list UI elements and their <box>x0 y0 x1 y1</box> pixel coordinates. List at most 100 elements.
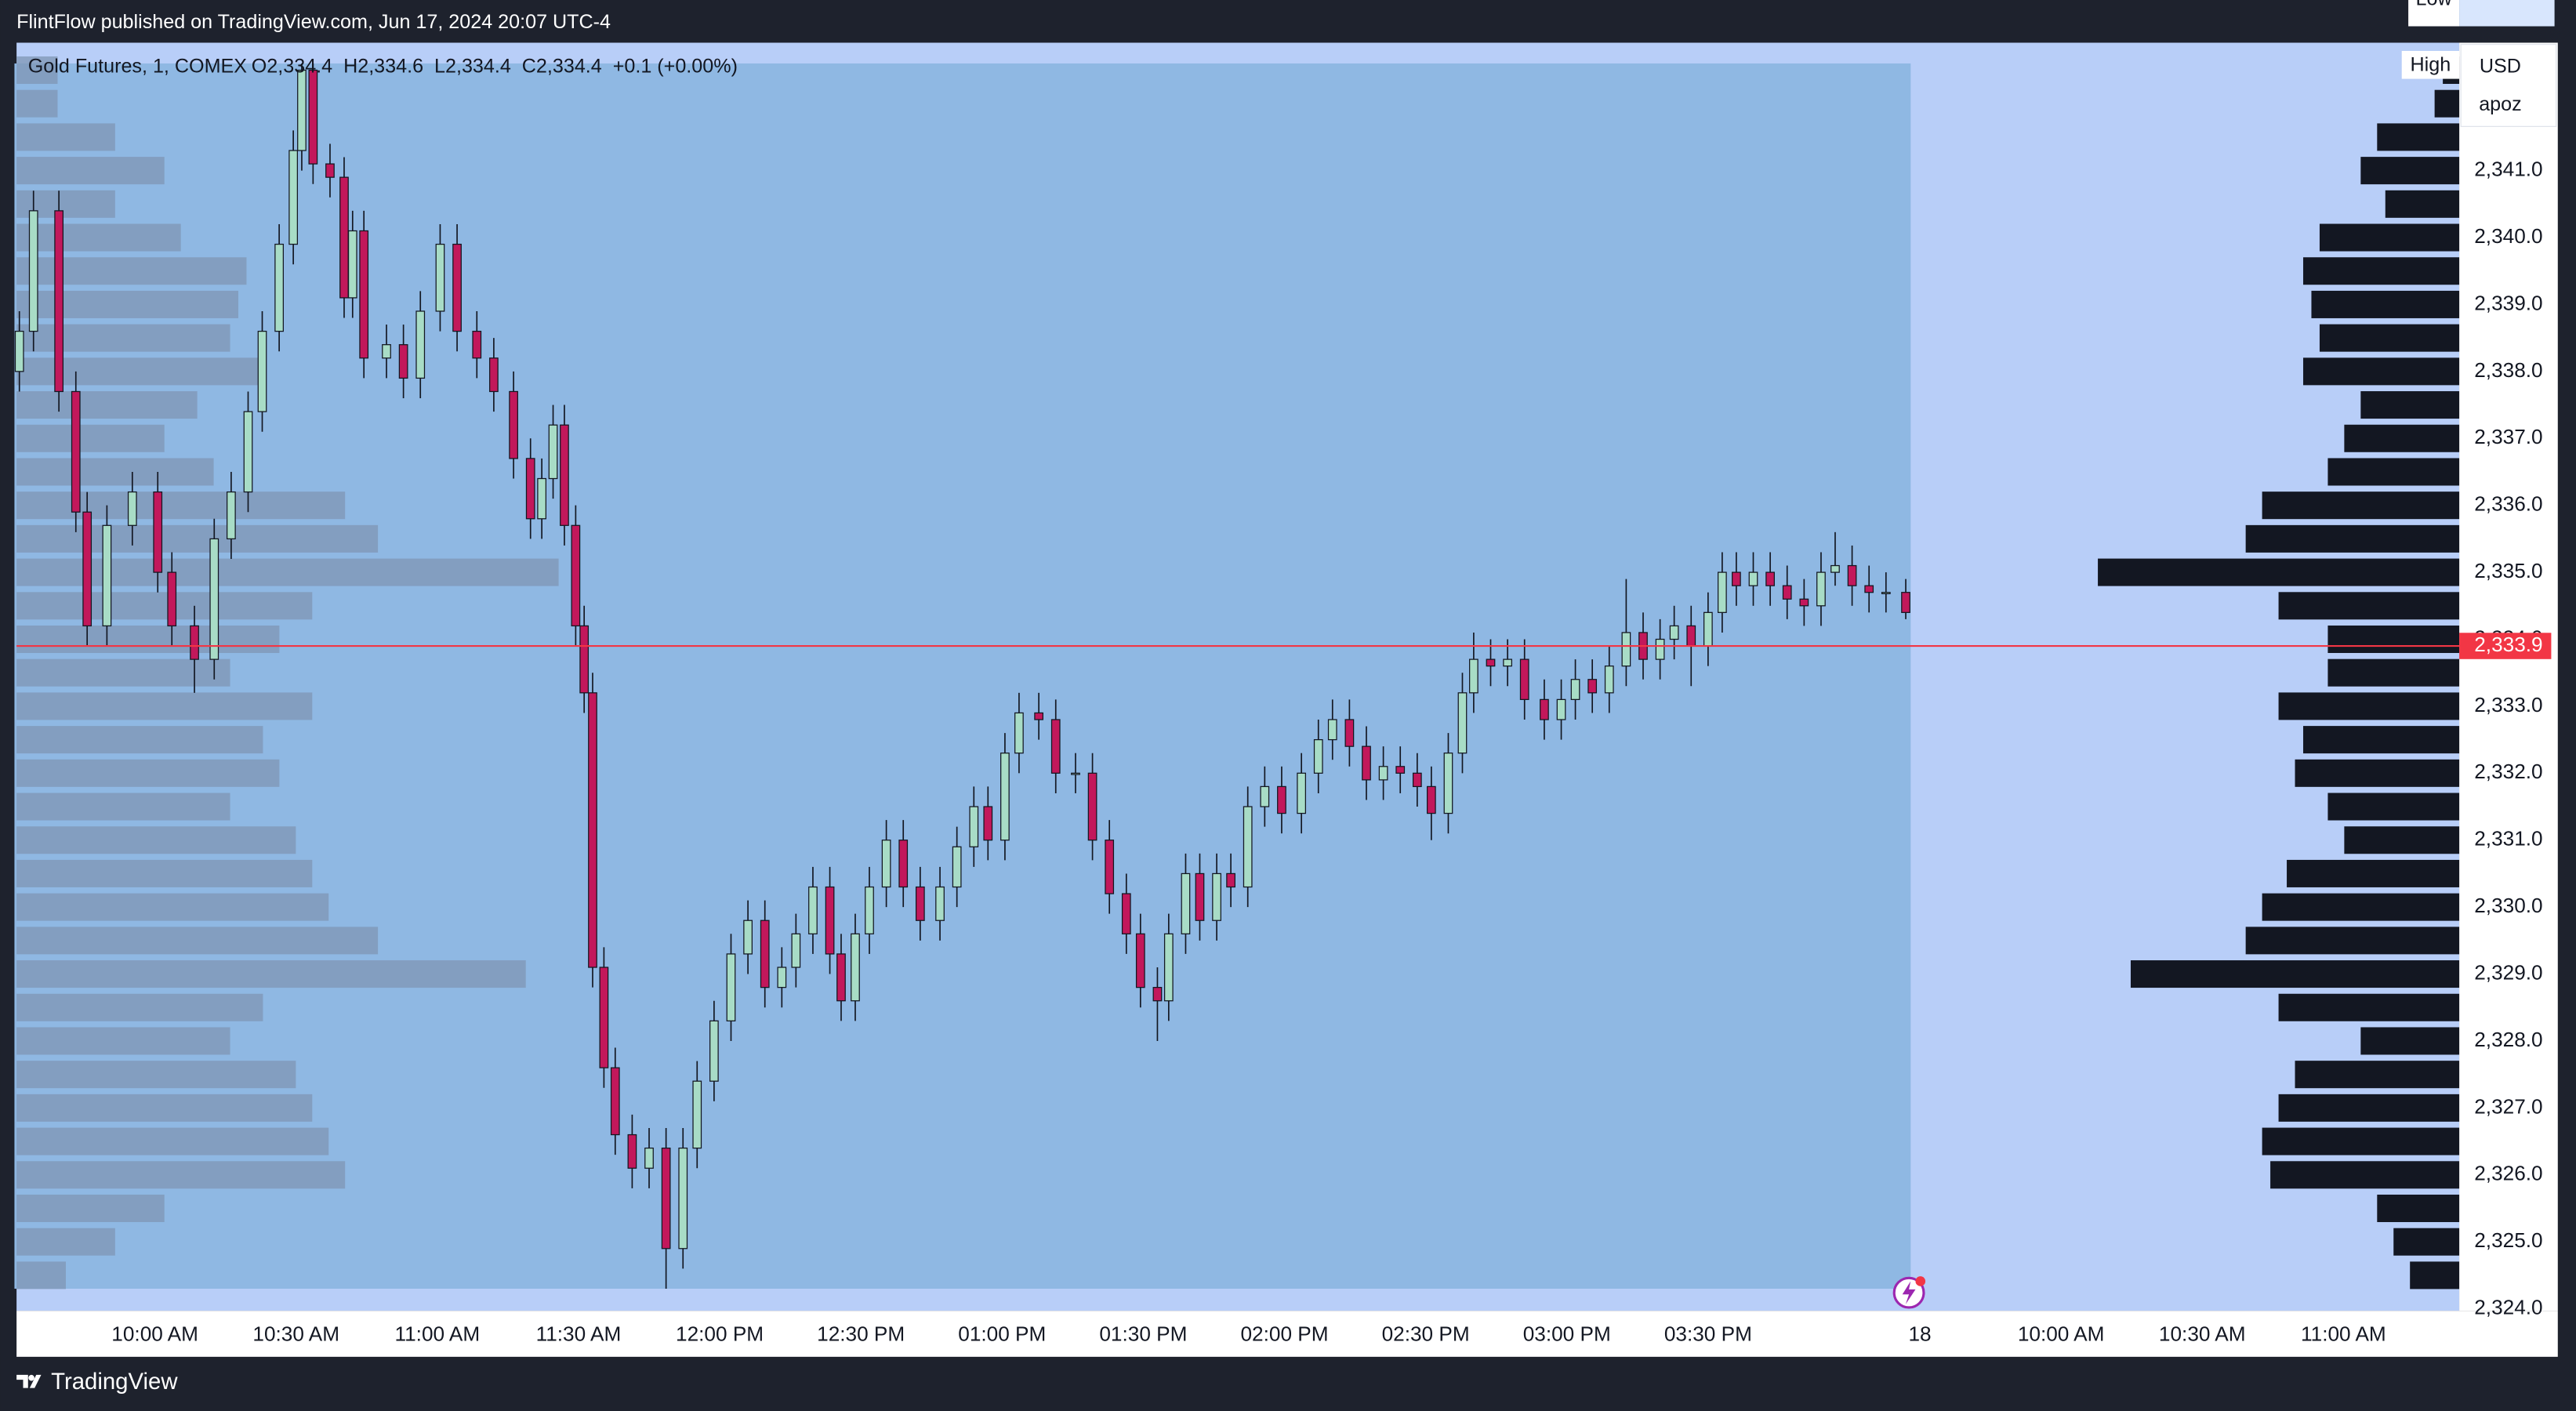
candle-body <box>865 886 874 934</box>
volume-profile-bar <box>2344 826 2460 854</box>
y-tick-label: 2,336.0 <box>2474 492 2542 516</box>
y-tick-label: 2,333.0 <box>2474 693 2542 716</box>
candle-body <box>692 1080 702 1149</box>
candle-body <box>1556 698 1566 720</box>
candle-body <box>102 524 112 627</box>
candle-body <box>297 69 307 151</box>
candle-body <box>1748 571 1758 586</box>
candle-body <box>452 243 462 332</box>
volume-profile-bar <box>16 1027 230 1055</box>
x-tick-label: 10:30 AM <box>252 1322 339 1346</box>
candle-body <box>325 163 335 178</box>
candle-body <box>915 886 925 921</box>
candle-body <box>1050 719 1061 774</box>
volume-profile-bar <box>2360 157 2460 185</box>
indicator-name[interactable]: apoz <box>2479 93 2521 115</box>
y-tick-label: 2,337.0 <box>2474 425 2542 448</box>
volume-profile-bar <box>16 625 280 654</box>
volume-profile-bar <box>2327 658 2460 687</box>
volume-profile-bar <box>16 1228 115 1256</box>
candle-body <box>1395 766 1406 774</box>
candle-body <box>339 176 349 299</box>
candle-body <box>560 424 569 526</box>
volume-profile-bar <box>16 1127 329 1155</box>
candle-body <box>1782 585 1792 600</box>
volume-profile-bar <box>16 357 263 386</box>
candle-body <box>1000 753 1010 841</box>
candle-body <box>1830 564 1840 573</box>
volume-profile-bar <box>16 658 230 687</box>
currency[interactable]: USD <box>2480 56 2521 78</box>
volume-profile-bar <box>16 391 198 419</box>
brand[interactable]: TradingView <box>51 1369 178 1395</box>
candle-body <box>1277 785 1286 814</box>
volume-profile-bar <box>2377 1194 2460 1223</box>
y-tick-label: 2,335.0 <box>2474 559 2542 582</box>
candle-body <box>548 424 558 480</box>
y-tick-label: 2,340.0 <box>2474 224 2542 248</box>
x-tick-label: 03:30 PM <box>1664 1322 1752 1346</box>
candle-body <box>1412 772 1422 788</box>
volume-profile-bar <box>2278 692 2460 720</box>
volume-profile-bar <box>2245 524 2460 553</box>
candle-body <box>190 625 199 660</box>
volume-profile-bar <box>16 1061 296 1089</box>
volume-profile-bar <box>16 56 58 85</box>
x-tick-label: 12:30 PM <box>817 1322 905 1346</box>
candle-body <box>1443 753 1453 814</box>
volume-profile-bar <box>16 123 115 151</box>
volume-profile-bar <box>2295 759 2460 787</box>
candle-body <box>415 310 426 379</box>
volume-profile-bar <box>2278 592 2460 620</box>
volume-profile-bar <box>2319 324 2460 352</box>
candle-body <box>579 625 590 694</box>
volume-profile-bar <box>16 1261 66 1289</box>
volume-profile-bar <box>2270 1161 2460 1189</box>
candle-body <box>760 920 770 988</box>
candle-body <box>1297 772 1307 814</box>
candle-body <box>1362 745 1371 781</box>
volume-profile-bar <box>16 960 526 988</box>
candle-body <box>288 150 299 245</box>
volume-profile-bar <box>2327 625 2460 654</box>
candle-body <box>1243 806 1253 888</box>
candle-body <box>1152 987 1163 1002</box>
candle-body <box>851 933 860 1002</box>
brand-logo[interactable]: TradingView <box>16 1369 178 1395</box>
volume-profile-bar <box>16 1161 346 1189</box>
y-tick-label: 2,329.0 <box>2474 960 2542 984</box>
volume-profile-bar <box>2344 424 2460 452</box>
candle-body <box>1686 625 1696 647</box>
volume-profile-bar <box>2287 859 2460 887</box>
candle-body <box>661 1147 671 1250</box>
volume-profile-bar <box>16 157 165 185</box>
candle-body <box>1469 658 1478 694</box>
volume-profile-bar <box>2410 1261 2460 1289</box>
candle-body <box>1765 571 1775 586</box>
candle-body <box>678 1147 688 1250</box>
candle-body <box>969 806 979 847</box>
alert-icon[interactable] <box>1892 1276 1926 1309</box>
volume-profile-bar <box>2245 927 2460 955</box>
candle-body <box>1570 679 1580 700</box>
candle-body <box>274 243 284 332</box>
price-axis <box>2459 42 2558 1311</box>
volume-profile-bar <box>2385 190 2460 218</box>
candle-body <box>1655 638 1665 660</box>
candle-body <box>1426 785 1436 814</box>
y-tick-label: 2,330.0 <box>2474 894 2542 917</box>
alert-dot[interactable] <box>1915 1276 1926 1286</box>
candle-body <box>644 1147 654 1169</box>
candle-body <box>1034 712 1043 720</box>
volume-profile-bar <box>16 793 230 821</box>
candle-body <box>1799 598 1809 607</box>
logo-mark[interactable] <box>16 1374 42 1388</box>
candle-body <box>1503 658 1512 667</box>
candle-body <box>14 330 24 372</box>
alert-bolt[interactable] <box>1902 1281 1916 1304</box>
candle-body <box>1313 738 1323 774</box>
candle-body <box>836 953 846 1002</box>
candle-body <box>1881 592 1891 595</box>
candle-body <box>308 69 318 165</box>
